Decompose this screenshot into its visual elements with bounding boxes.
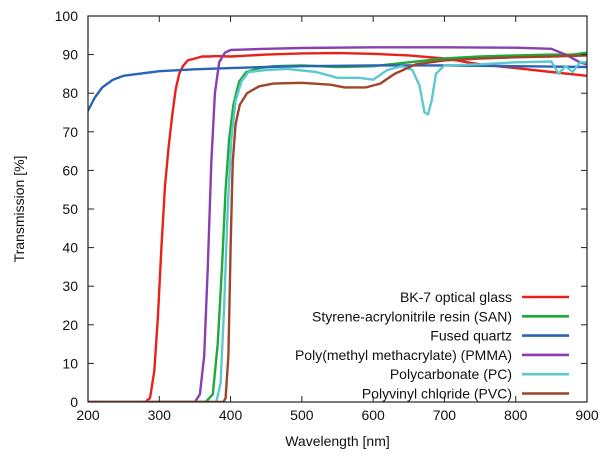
series-line-0 <box>88 51 587 402</box>
ticks-layer: 200 300 400 500 600 700 800 900 0 10 20 30 40 50 60 70 8… <box>55 8 599 423</box>
y-tick-label: 100 <box>55 8 79 24</box>
x-tick-label: 600 <box>361 407 385 423</box>
legend: BK-7 optical glass Styrene-acrylonitrile … <box>295 289 569 402</box>
x-tick-label: 400 <box>219 407 243 423</box>
x-tick-label: 300 <box>148 407 172 423</box>
y-tick-label: 60 <box>62 162 78 178</box>
y-tick-label: 0 <box>70 394 78 410</box>
legend-label: Polyvinyl chloride (PVC) <box>362 386 512 402</box>
y-axis-title: Transmission [%] <box>11 156 27 263</box>
legend-label: Fused quartz <box>430 328 512 344</box>
y-tick-label: 50 <box>62 201 78 217</box>
y-tick-label: 70 <box>62 124 78 140</box>
legend-label: Poly(methyl methacrylate) (PMMA) <box>295 347 512 363</box>
y-tick-label: 80 <box>62 85 78 101</box>
series-line-3 <box>88 46 587 402</box>
legend-label: Styrene-acrylonitrile resin (SAN) <box>312 308 512 324</box>
series-line-2 <box>88 64 587 112</box>
x-tick-label: 900 <box>575 407 599 423</box>
y-tick-label: 90 <box>62 47 78 63</box>
x-tick-label: 500 <box>290 407 314 423</box>
x-tick-label: 800 <box>504 407 528 423</box>
legend-label: BK-7 optical glass <box>400 289 512 305</box>
series-line-5 <box>88 54 587 402</box>
y-tick-label: 10 <box>62 355 78 371</box>
y-tick-label: 20 <box>62 317 78 333</box>
legend-label: Polycarbonate (PC) <box>390 366 512 382</box>
x-tick-label: 200 <box>76 407 100 423</box>
x-axis-title: Wavelength [nm] <box>285 433 390 449</box>
y-tick-label: 30 <box>62 278 78 294</box>
series-line-4 <box>88 60 587 402</box>
series-layer <box>88 46 587 402</box>
y-tick-label: 40 <box>62 240 78 256</box>
x-tick-label: 700 <box>433 407 457 423</box>
